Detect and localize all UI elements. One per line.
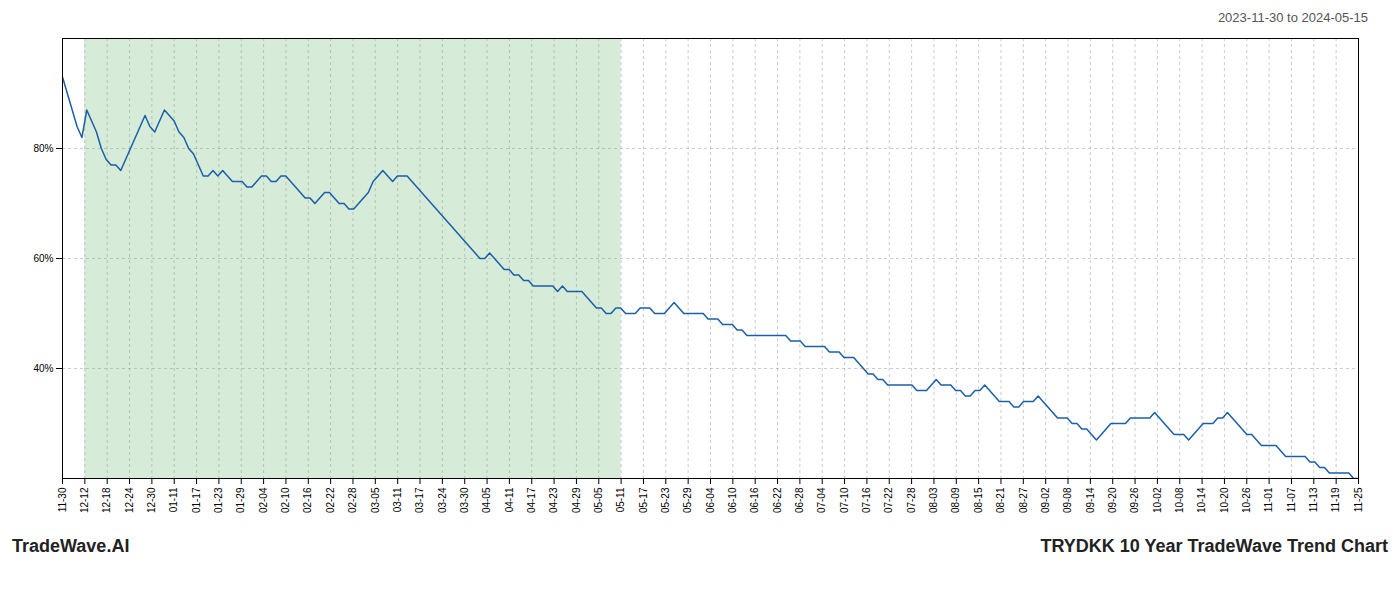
- svg-text:80%: 80%: [33, 143, 53, 154]
- svg-text:03-30: 03-30: [459, 487, 470, 513]
- svg-text:08-21: 08-21: [995, 487, 1006, 513]
- svg-text:03-11: 03-11: [392, 487, 403, 512]
- svg-text:02-28: 02-28: [347, 487, 358, 513]
- svg-text:02-16: 02-16: [302, 487, 313, 513]
- svg-text:09-08: 09-08: [1062, 487, 1073, 513]
- svg-text:12-18: 12-18: [101, 487, 112, 513]
- svg-text:03-24: 03-24: [437, 487, 448, 513]
- svg-text:02-04: 02-04: [258, 487, 269, 513]
- svg-text:06-22: 06-22: [772, 487, 783, 513]
- svg-text:12-12: 12-12: [79, 487, 90, 513]
- svg-text:03-17: 03-17: [414, 487, 425, 513]
- svg-text:04-17: 04-17: [526, 487, 537, 513]
- svg-text:07-28: 07-28: [906, 487, 917, 513]
- svg-text:04-05: 04-05: [481, 487, 492, 513]
- svg-text:05-17: 05-17: [638, 487, 649, 513]
- svg-text:01-17: 01-17: [191, 487, 202, 513]
- svg-text:04-23: 04-23: [548, 487, 559, 513]
- svg-text:12-24: 12-24: [124, 487, 135, 513]
- svg-text:06-28: 06-28: [794, 487, 805, 513]
- svg-text:10-08: 10-08: [1174, 487, 1185, 513]
- svg-text:09-20: 09-20: [1107, 487, 1118, 513]
- svg-text:60%: 60%: [33, 253, 53, 264]
- svg-text:02-10: 02-10: [280, 487, 291, 513]
- svg-text:01-11: 01-11: [168, 487, 179, 512]
- svg-text:10-26: 10-26: [1241, 487, 1252, 513]
- svg-text:08-09: 08-09: [950, 487, 961, 513]
- svg-text:04-29: 04-29: [571, 487, 582, 513]
- svg-text:11-01: 11-01: [1263, 487, 1274, 512]
- svg-text:12-30: 12-30: [146, 487, 157, 513]
- svg-text:02-22: 02-22: [325, 487, 336, 513]
- svg-text:05-29: 05-29: [682, 487, 693, 513]
- svg-text:05-23: 05-23: [660, 487, 671, 513]
- svg-text:08-27: 08-27: [1018, 487, 1029, 513]
- svg-text:10-02: 10-02: [1152, 487, 1163, 513]
- html-text:TRYDKK 10 Year TradeWave Trend: TRYDKK 10 Year TradeWave Trend Chart: [1040, 536, 1388, 556]
- svg-text:03-05: 03-05: [370, 487, 381, 513]
- svg-text:07-16: 07-16: [861, 487, 872, 513]
- svg-text:09-26: 09-26: [1129, 487, 1140, 513]
- svg-text:05-05: 05-05: [593, 487, 604, 513]
- svg-text:09-14: 09-14: [1085, 487, 1096, 513]
- svg-text:06-04: 06-04: [705, 487, 716, 513]
- svg-text:07-22: 07-22: [883, 487, 894, 513]
- svg-text:10-14: 10-14: [1196, 487, 1207, 513]
- svg-text:11-13: 11-13: [1308, 487, 1319, 512]
- svg-text:07-10: 07-10: [839, 487, 850, 513]
- svg-text:09-02: 09-02: [1040, 487, 1051, 513]
- svg-text:11-25: 11-25: [1353, 487, 1364, 512]
- html-text:TradeWave.AI: TradeWave.AI: [12, 536, 130, 556]
- svg-text:07-04: 07-04: [816, 487, 827, 513]
- svg-text:01-23: 01-23: [213, 487, 224, 513]
- svg-text:08-15: 08-15: [973, 487, 984, 513]
- svg-text:11-07: 11-07: [1286, 487, 1297, 512]
- svg-text:08-03: 08-03: [928, 487, 939, 513]
- svg-text:06-16: 06-16: [749, 487, 760, 513]
- svg-text:11-19: 11-19: [1330, 487, 1341, 512]
- svg-text:04-11: 04-11: [504, 487, 515, 512]
- html-text:2023-11-30 to 2024-05-15: 2023-11-30 to 2024-05-15: [1217, 10, 1368, 25]
- svg-text:06-10: 06-10: [727, 487, 738, 513]
- svg-text:10-20: 10-20: [1219, 487, 1230, 513]
- svg-text:40%: 40%: [33, 363, 53, 374]
- svg-text:01-29: 01-29: [235, 487, 246, 513]
- svg-text:05-11: 05-11: [615, 487, 626, 512]
- svg-text:11-30: 11-30: [57, 487, 68, 512]
